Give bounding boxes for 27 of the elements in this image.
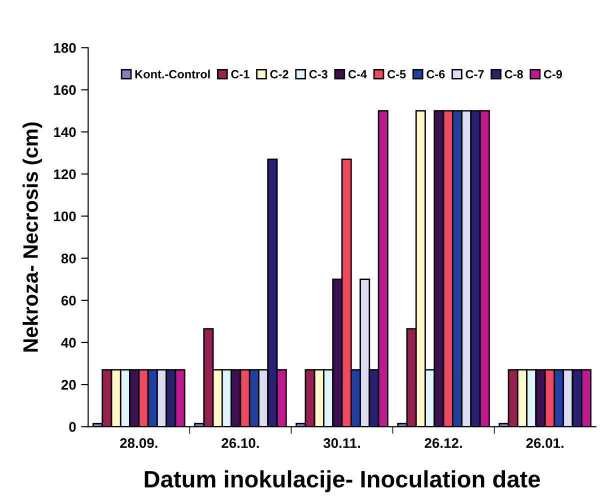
legend-label: C-2 xyxy=(270,70,288,78)
y-axis-title: Nekroza- Necrosis (cm) xyxy=(22,122,42,352)
legend-label: C-9 xyxy=(544,70,562,78)
y-tick-label: 40 xyxy=(61,338,76,348)
y-tick-label: 0 xyxy=(69,422,76,432)
y-tick-label: 160 xyxy=(54,85,76,95)
y-tick-label: 60 xyxy=(61,296,76,306)
y-tick-label: 80 xyxy=(61,254,76,264)
legend-label: C-4 xyxy=(348,70,367,78)
legend-label: Kont.-Control xyxy=(135,70,210,78)
legend-label: C-3 xyxy=(309,70,328,78)
x-axis-title: Datum inokulacije- Inoculation date xyxy=(144,470,540,492)
x-tick-label: 28.09. xyxy=(120,438,158,448)
x-tick-label: 26.10. xyxy=(222,438,259,448)
x-tick-label: 26.01. xyxy=(526,438,564,448)
y-tick-label: 180 xyxy=(54,43,76,53)
legend-label: C-7 xyxy=(466,70,484,78)
legend-label: C-5 xyxy=(388,70,406,78)
legend-label: C-8 xyxy=(504,70,523,78)
legend-label: C-6 xyxy=(426,70,445,78)
x-tick-label: 30.11. xyxy=(323,438,360,448)
y-tick-label: 120 xyxy=(54,169,76,180)
y-tick-label: 100 xyxy=(54,211,76,222)
x-tick-label: 26.12. xyxy=(424,438,462,448)
y-tick-label: 20 xyxy=(61,380,76,390)
legend-label: C-1 xyxy=(231,70,250,78)
y-tick-label: 140 xyxy=(54,127,76,138)
